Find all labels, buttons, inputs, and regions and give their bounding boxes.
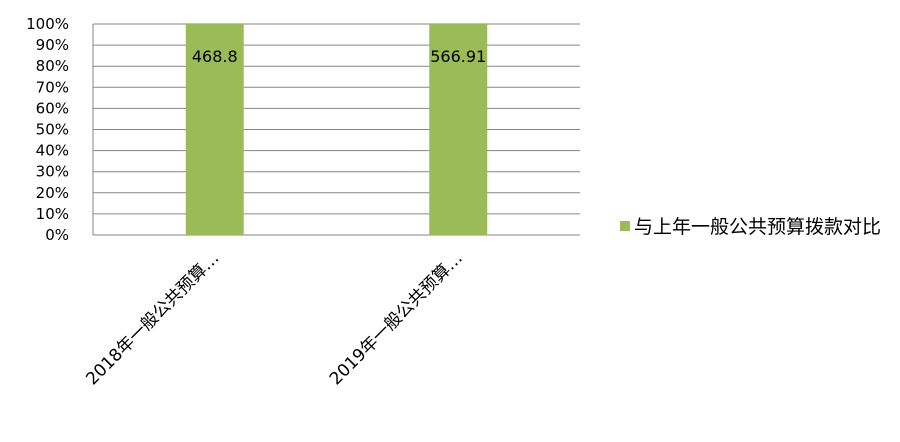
y-tick-label: 60%	[36, 99, 69, 117]
y-tick-label: 40%	[36, 142, 69, 160]
x-tick-label: 2018年一般公共预算…	[82, 248, 223, 389]
y-tick-label: 50%	[36, 121, 69, 139]
y-tick-label: 90%	[36, 36, 69, 54]
x-tick-label: 2019年一般公共预算…	[326, 248, 467, 389]
legend-swatch	[620, 221, 630, 231]
y-tick-label: 100%	[26, 15, 69, 33]
y-tick-label: 80%	[36, 57, 69, 75]
y-tick-label: 0%	[45, 226, 69, 244]
bar	[429, 24, 488, 235]
legend: 与上年一般公共预算拨款对比	[620, 212, 890, 242]
data-label: 468.8	[192, 47, 238, 66]
y-tick-label: 70%	[36, 78, 69, 96]
data-label: 566.91	[430, 47, 486, 66]
y-tick-label: 30%	[36, 163, 69, 181]
y-tick-label: 20%	[36, 184, 69, 202]
bar	[185, 24, 244, 235]
legend-label: 与上年一般公共预算拨款对比	[634, 216, 882, 238]
y-tick-label: 10%	[36, 205, 69, 223]
